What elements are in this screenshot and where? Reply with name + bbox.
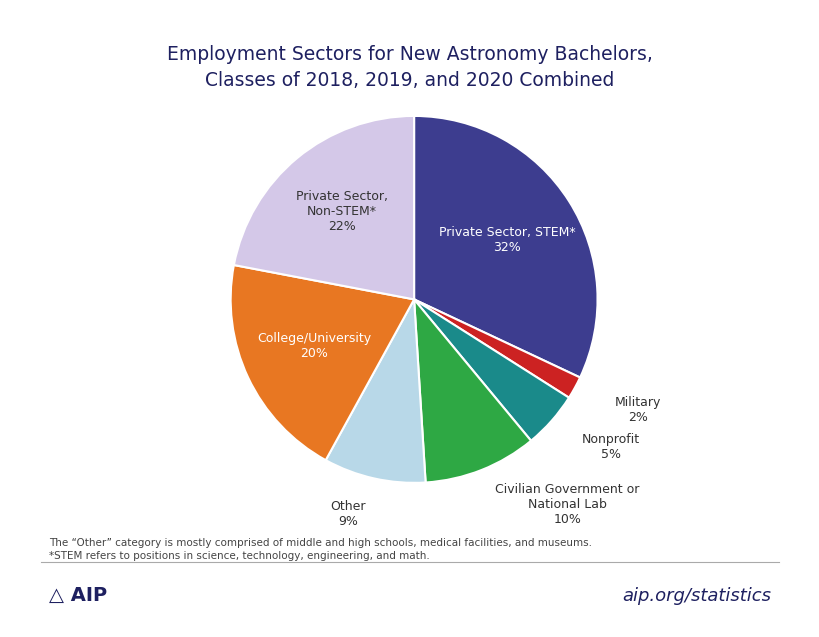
Text: Private Sector,
Non-STEM*
22%: Private Sector, Non-STEM* 22%	[295, 190, 387, 233]
Wedge shape	[325, 299, 425, 483]
Text: Private Sector, STEM*
32%: Private Sector, STEM* 32%	[438, 226, 575, 254]
Text: College/University
20%: College/University 20%	[257, 333, 371, 361]
Text: The “Other” category is mostly comprised of middle and high schools, medical fac: The “Other” category is mostly comprised…	[49, 538, 591, 548]
Wedge shape	[414, 299, 579, 397]
Wedge shape	[414, 116, 597, 378]
Wedge shape	[414, 299, 531, 482]
Wedge shape	[414, 299, 568, 441]
Text: *STEM refers to positions in science, technology, engineering, and math.: *STEM refers to positions in science, te…	[49, 551, 429, 561]
Text: Military
2%: Military 2%	[614, 396, 661, 424]
Wedge shape	[230, 265, 414, 460]
Text: Other
9%: Other 9%	[330, 500, 365, 528]
Wedge shape	[233, 116, 414, 299]
Text: Employment Sectors for New Astronomy Bachelors,
Classes of 2018, 2019, and 2020 : Employment Sectors for New Astronomy Bac…	[167, 45, 652, 90]
Text: Nonprofit
5%: Nonprofit 5%	[581, 433, 640, 461]
Text: △ AIP: △ AIP	[49, 586, 107, 605]
Text: aip.org/statistics: aip.org/statistics	[621, 587, 770, 605]
Text: Civilian Government or
National Lab
10%: Civilian Government or National Lab 10%	[495, 483, 639, 526]
